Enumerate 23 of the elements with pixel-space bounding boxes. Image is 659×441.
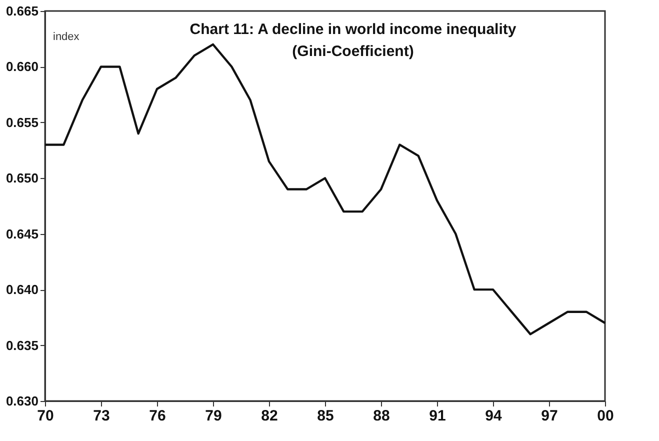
y-tick-label: 0.645 bbox=[6, 226, 38, 242]
x-tick-label: 94 bbox=[485, 408, 502, 424]
x-tick-label: 91 bbox=[429, 408, 446, 424]
x-tick-label: 97 bbox=[541, 408, 558, 424]
line-series bbox=[44, 43, 606, 336]
x-tick-label: 76 bbox=[149, 408, 166, 424]
y-tick-label: 0.630 bbox=[6, 394, 38, 408]
x-tick-label: 82 bbox=[261, 408, 278, 424]
y-tick-label: 0.660 bbox=[6, 59, 38, 74]
x-tick-label: 73 bbox=[93, 408, 110, 424]
text: (Gini-Coefficient) bbox=[292, 43, 414, 60]
y-tick-label: 0.655 bbox=[6, 114, 38, 130]
x-tick-label: 85 bbox=[317, 408, 334, 424]
x-tick-label: 70 bbox=[37, 408, 54, 424]
y-tick-label: 0.650 bbox=[6, 170, 38, 186]
y-axis-title: index bbox=[53, 31, 80, 43]
text: Chart 11: A decline in world income inequality bbox=[190, 21, 517, 38]
y-tick-label: 0.640 bbox=[6, 282, 38, 298]
x-tick-label: 00 bbox=[597, 408, 614, 424]
y-tick-label: 0.635 bbox=[6, 338, 38, 353]
x-tick-label: 79 bbox=[205, 408, 222, 424]
y-tick-label: 0.665 bbox=[6, 4, 38, 18]
x-tick-label: 88 bbox=[373, 408, 390, 424]
